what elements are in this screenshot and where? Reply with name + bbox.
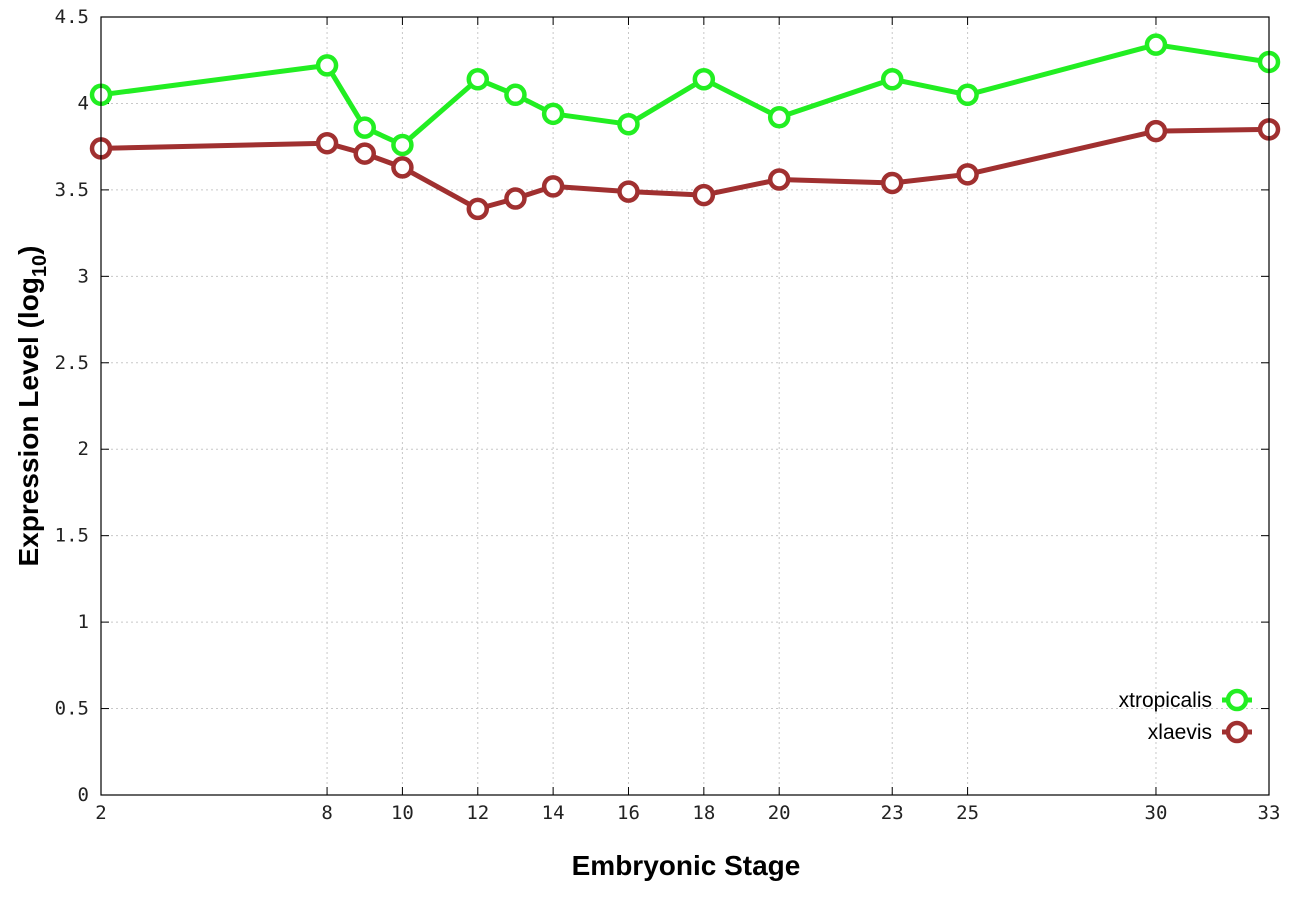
y-tick-label: 4 bbox=[78, 92, 89, 114]
series-layer bbox=[89, 33, 1281, 221]
series-line-xtropicalis bbox=[100, 42, 1270, 148]
y-tick-label: 1.5 bbox=[55, 525, 89, 547]
data-point-xlaevis bbox=[1144, 119, 1168, 143]
series-xlaevis bbox=[89, 118, 1281, 221]
legend-item-xlaevis: xlaevis bbox=[1148, 720, 1252, 744]
x-tick-label: 14 bbox=[542, 802, 565, 824]
legend-marker bbox=[1225, 688, 1249, 712]
data-point-xlaevis bbox=[315, 131, 339, 155]
y-axis-title-close: ) bbox=[13, 246, 44, 255]
x-tick-label: 20 bbox=[768, 802, 791, 824]
legend-label: xtropicalis bbox=[1119, 689, 1212, 712]
y-axis-title: Expression Level (log10) bbox=[13, 246, 51, 567]
legend-marker bbox=[1225, 720, 1249, 744]
x-tick-label: 10 bbox=[391, 802, 414, 824]
y-tick-label: 1 bbox=[78, 611, 89, 633]
data-point-xlaevis bbox=[353, 142, 376, 165]
data-point-xtropicalis bbox=[504, 83, 527, 107]
x-tick-label: 18 bbox=[692, 802, 715, 824]
data-point-xtropicalis bbox=[1144, 33, 1168, 56]
x-tick-label: 12 bbox=[466, 802, 489, 824]
data-point-xtropicalis bbox=[391, 133, 414, 157]
data-point-xlaevis bbox=[956, 163, 979, 186]
data-point-xlaevis bbox=[504, 187, 527, 210]
tick-labels: 0 0.5 1 1.5 2 2.5 3 3.5 4 4.5 2 8 10 12 14 16 18 20 23 25 30… bbox=[55, 6, 1281, 824]
legend-item-xtropicalis: xtropicalis bbox=[1119, 688, 1252, 712]
legend: xtropicalis xlaevis bbox=[1119, 688, 1252, 744]
y-tick-label: 2 bbox=[78, 438, 89, 460]
data-point-xtropicalis bbox=[315, 54, 339, 77]
data-point-xtropicalis bbox=[767, 106, 791, 129]
data-point-xlaevis bbox=[466, 197, 490, 221]
data-point-xtropicalis bbox=[956, 83, 979, 107]
data-point-xlaevis bbox=[541, 175, 565, 198]
data-point-xlaevis bbox=[692, 183, 716, 207]
y-tick-label: 0 bbox=[78, 784, 89, 806]
axis-ticks bbox=[100, 16, 1270, 796]
y-tick-label: 2.5 bbox=[55, 352, 89, 374]
data-point-xtropicalis bbox=[880, 67, 904, 91]
legend-label: xlaevis bbox=[1148, 721, 1212, 744]
data-point-xtropicalis bbox=[617, 112, 640, 136]
x-tick-label: 8 bbox=[321, 802, 332, 824]
data-point-xlaevis bbox=[391, 156, 414, 179]
x-tick-label: 25 bbox=[956, 802, 979, 824]
data-point-xlaevis bbox=[617, 180, 640, 203]
series-line-xlaevis bbox=[100, 126, 1270, 212]
y-axis-title-main: Expression Level (log bbox=[13, 277, 44, 566]
data-point-xtropicalis bbox=[692, 67, 716, 91]
y-tick-label: 4.5 bbox=[55, 6, 89, 28]
y-axis-title-subscript: 10 bbox=[29, 255, 51, 277]
data-point-xlaevis bbox=[767, 168, 791, 191]
x-axis-title: Embryonic Stage bbox=[572, 850, 801, 881]
x-tick-label: 23 bbox=[881, 802, 904, 824]
plot-frame bbox=[100, 16, 1270, 796]
data-point-xlaevis bbox=[880, 171, 904, 195]
x-tick-label: 2 bbox=[95, 802, 106, 824]
y-tick-label: 3.5 bbox=[55, 179, 89, 201]
x-tick-label: 16 bbox=[617, 802, 640, 824]
y-tick-label: 0.5 bbox=[55, 698, 89, 720]
series-xtropicalis bbox=[89, 33, 1281, 157]
data-point-xtropicalis bbox=[541, 102, 565, 126]
grid bbox=[101, 17, 1269, 795]
x-tick-label: 33 bbox=[1258, 802, 1281, 824]
y-tick-label: 3 bbox=[78, 265, 89, 287]
x-tick-label: 30 bbox=[1145, 802, 1168, 824]
data-point-xtropicalis bbox=[353, 116, 376, 139]
data-point-xtropicalis bbox=[466, 67, 490, 91]
